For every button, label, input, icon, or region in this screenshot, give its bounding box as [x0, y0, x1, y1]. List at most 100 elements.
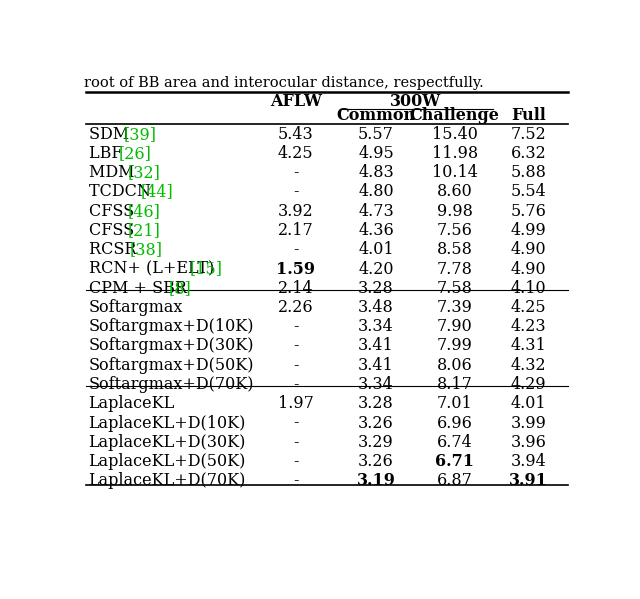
Text: 3.26: 3.26	[358, 415, 394, 431]
Text: [44]: [44]	[140, 183, 173, 201]
Text: 4.36: 4.36	[358, 222, 394, 239]
Text: 6.32: 6.32	[511, 145, 547, 162]
Text: -: -	[293, 183, 299, 201]
Text: 7.56: 7.56	[436, 222, 473, 239]
Text: Softargmax: Softargmax	[88, 299, 183, 316]
Text: 4.32: 4.32	[511, 357, 547, 374]
Text: 300W: 300W	[390, 93, 442, 110]
Text: -: -	[293, 164, 299, 181]
Text: 3.28: 3.28	[358, 395, 394, 412]
Text: -: -	[293, 453, 299, 470]
Text: 3.41: 3.41	[358, 357, 394, 374]
Text: 7.58: 7.58	[436, 280, 473, 297]
Text: 7.39: 7.39	[436, 299, 473, 316]
Text: -: -	[293, 434, 299, 451]
Text: 3.34: 3.34	[358, 318, 394, 335]
Text: Common: Common	[337, 107, 415, 124]
Text: 2.26: 2.26	[278, 299, 314, 316]
Text: [39]: [39]	[124, 126, 157, 143]
Text: 3.99: 3.99	[511, 415, 547, 431]
Text: 11.98: 11.98	[431, 145, 478, 162]
Text: Softargmax+D(30K): Softargmax+D(30K)	[88, 337, 254, 355]
Text: 4.01: 4.01	[358, 241, 394, 258]
Text: 7.01: 7.01	[437, 395, 472, 412]
Text: SDM: SDM	[88, 126, 134, 143]
Text: CFSS: CFSS	[88, 222, 139, 239]
Text: 4.01: 4.01	[511, 395, 547, 412]
Text: 1.97: 1.97	[278, 395, 314, 412]
Text: LaplaceKL: LaplaceKL	[88, 395, 175, 412]
Text: AFLW: AFLW	[270, 93, 322, 110]
Text: 1.59: 1.59	[276, 261, 316, 277]
Text: 3.92: 3.92	[278, 202, 314, 220]
Text: RCN+ (L+ELT): RCN+ (L+ELT)	[88, 261, 219, 277]
Text: 4.80: 4.80	[358, 183, 394, 201]
Text: 3.26: 3.26	[358, 453, 394, 470]
Text: Full: Full	[511, 107, 546, 124]
Text: 4.99: 4.99	[511, 222, 547, 239]
Text: LaplaceKL+D(50K): LaplaceKL+D(50K)	[88, 453, 246, 470]
Text: 3.28: 3.28	[358, 280, 394, 297]
Text: 4.20: 4.20	[358, 261, 394, 277]
Text: -: -	[293, 337, 299, 355]
Text: root of BB area and interocular distance, respectfully.: root of BB area and interocular distance…	[84, 75, 484, 90]
Text: 6.96: 6.96	[436, 415, 473, 431]
Text: 3.29: 3.29	[358, 434, 394, 451]
Text: 3.41: 3.41	[358, 337, 394, 355]
Text: 7.78: 7.78	[436, 261, 473, 277]
Text: 4.29: 4.29	[511, 376, 547, 393]
Text: Softargmax+D(50K): Softargmax+D(50K)	[88, 357, 254, 374]
Text: 8.17: 8.17	[436, 376, 473, 393]
Text: MDM: MDM	[88, 164, 139, 181]
Text: [8]: [8]	[168, 280, 191, 297]
Text: 5.57: 5.57	[358, 126, 394, 143]
Text: Challenge: Challenge	[410, 107, 500, 124]
Text: [26]: [26]	[118, 145, 151, 162]
Text: 4.90: 4.90	[511, 241, 547, 258]
Text: 3.34: 3.34	[358, 376, 394, 393]
Text: RCSR: RCSR	[88, 241, 141, 258]
Text: -: -	[293, 472, 299, 489]
Text: Softargmax+D(10K): Softargmax+D(10K)	[88, 318, 254, 335]
Text: [32]: [32]	[128, 164, 161, 181]
Text: 6.87: 6.87	[436, 472, 473, 489]
Text: 5.43: 5.43	[278, 126, 314, 143]
Text: [21]: [21]	[127, 222, 161, 239]
Text: 8.60: 8.60	[437, 183, 472, 201]
Text: 7.90: 7.90	[437, 318, 472, 335]
Text: 7.52: 7.52	[511, 126, 547, 143]
Text: 4.95: 4.95	[358, 145, 394, 162]
Text: 4.73: 4.73	[358, 202, 394, 220]
Text: 2.14: 2.14	[278, 280, 314, 297]
Text: -: -	[293, 415, 299, 431]
Text: 5.88: 5.88	[511, 164, 547, 181]
Text: 4.90: 4.90	[511, 261, 547, 277]
Text: [46]: [46]	[127, 202, 161, 220]
Text: 3.91: 3.91	[509, 472, 548, 489]
Text: 4.23: 4.23	[511, 318, 547, 335]
Text: 4.10: 4.10	[511, 280, 547, 297]
Text: TCDCN: TCDCN	[88, 183, 156, 201]
Text: -: -	[293, 357, 299, 374]
Text: 3.48: 3.48	[358, 299, 394, 316]
Text: [38]: [38]	[129, 241, 163, 258]
Text: 4.25: 4.25	[278, 145, 314, 162]
Text: 4.31: 4.31	[511, 337, 547, 355]
Text: 8.58: 8.58	[436, 241, 473, 258]
Text: -: -	[293, 376, 299, 393]
Text: LaplaceKL+D(30K): LaplaceKL+D(30K)	[88, 434, 246, 451]
Text: [15]: [15]	[189, 261, 223, 277]
Text: 2.17: 2.17	[278, 222, 314, 239]
Text: -: -	[293, 241, 299, 258]
Text: 6.74: 6.74	[437, 434, 472, 451]
Text: 10.14: 10.14	[432, 164, 477, 181]
Text: 4.83: 4.83	[358, 164, 394, 181]
Text: 9.98: 9.98	[436, 202, 473, 220]
Text: LBF: LBF	[88, 145, 127, 162]
Text: 7.99: 7.99	[436, 337, 473, 355]
Text: 4.25: 4.25	[511, 299, 547, 316]
Text: CPM + SBR: CPM + SBR	[88, 280, 191, 297]
Text: 3.96: 3.96	[511, 434, 547, 451]
Text: 3.94: 3.94	[511, 453, 547, 470]
Text: LaplaceKL+D(70K): LaplaceKL+D(70K)	[88, 472, 246, 489]
